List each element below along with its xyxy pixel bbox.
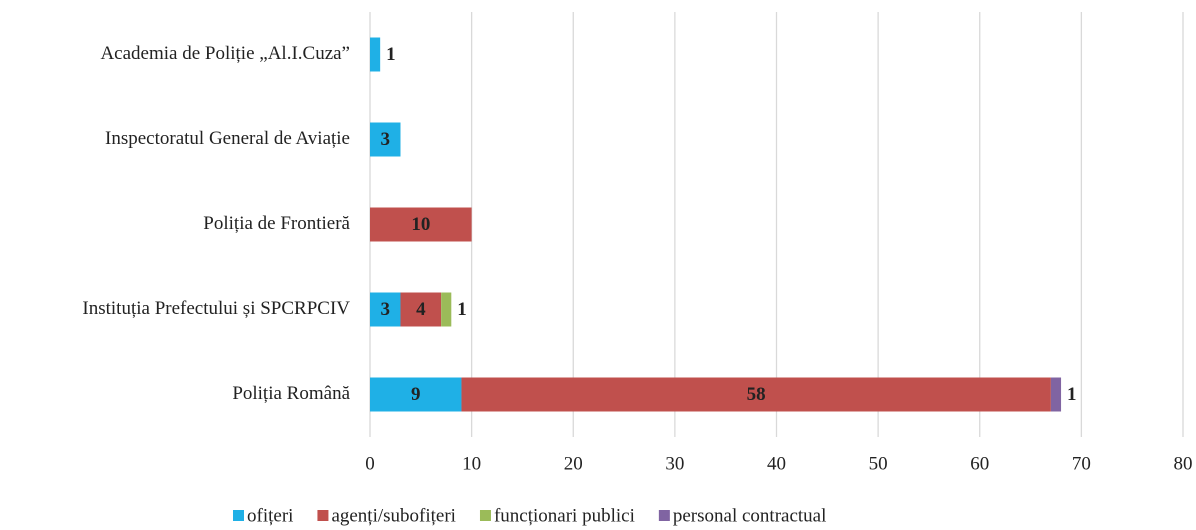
data-label: 1: [386, 44, 396, 65]
bar: [370, 122, 401, 157]
x-tick-label: 60: [970, 453, 989, 474]
x-tick-label: 0: [365, 453, 375, 474]
y-tick-label: Instituția Prefectului și SPCRPCIV: [82, 298, 350, 319]
legend-swatch: [233, 510, 244, 521]
y-tick-label: Academia de Poliție „Al.I.Cuza”: [100, 43, 350, 64]
legend-swatch: [317, 510, 329, 521]
x-tick-label: 30: [665, 453, 684, 474]
y-tick-label: Inspectoratul General de Aviație: [105, 128, 350, 149]
x-tick-label: 10: [462, 453, 481, 474]
bar: [370, 37, 381, 72]
bar: [370, 207, 472, 242]
x-tick-label: 40: [767, 453, 786, 474]
bar: [1050, 377, 1062, 412]
x-tick-label: 70: [1072, 453, 1091, 474]
data-label: 10: [411, 214, 430, 235]
bar: [400, 292, 442, 327]
bar: [370, 292, 401, 327]
y-tick-label: Poliția Română: [232, 383, 350, 404]
data-label: 3: [380, 129, 390, 150]
data-label: 4: [416, 299, 426, 320]
legend-label: personal contractual: [673, 505, 827, 526]
bar: [461, 377, 1051, 412]
data-label: 1: [457, 299, 467, 320]
bar: [370, 377, 462, 412]
legend-label: agenți/subofițeri: [331, 505, 456, 526]
x-tick-label: 50: [869, 453, 888, 474]
data-label: 1: [1067, 384, 1077, 405]
legend-label: funcționari publici: [494, 505, 635, 526]
data-label: 58: [747, 384, 766, 405]
legend-swatch: [479, 510, 491, 521]
data-label: 9: [411, 384, 421, 405]
bar: [441, 292, 452, 327]
x-tick-label: 80: [1174, 453, 1193, 474]
data-label: 3: [380, 299, 390, 320]
legend-swatch: [658, 510, 670, 521]
legend-label: ofițeri: [247, 505, 293, 526]
x-tick-label: 20: [564, 453, 583, 474]
y-tick-label: Poliția de Frontieră: [203, 213, 350, 234]
